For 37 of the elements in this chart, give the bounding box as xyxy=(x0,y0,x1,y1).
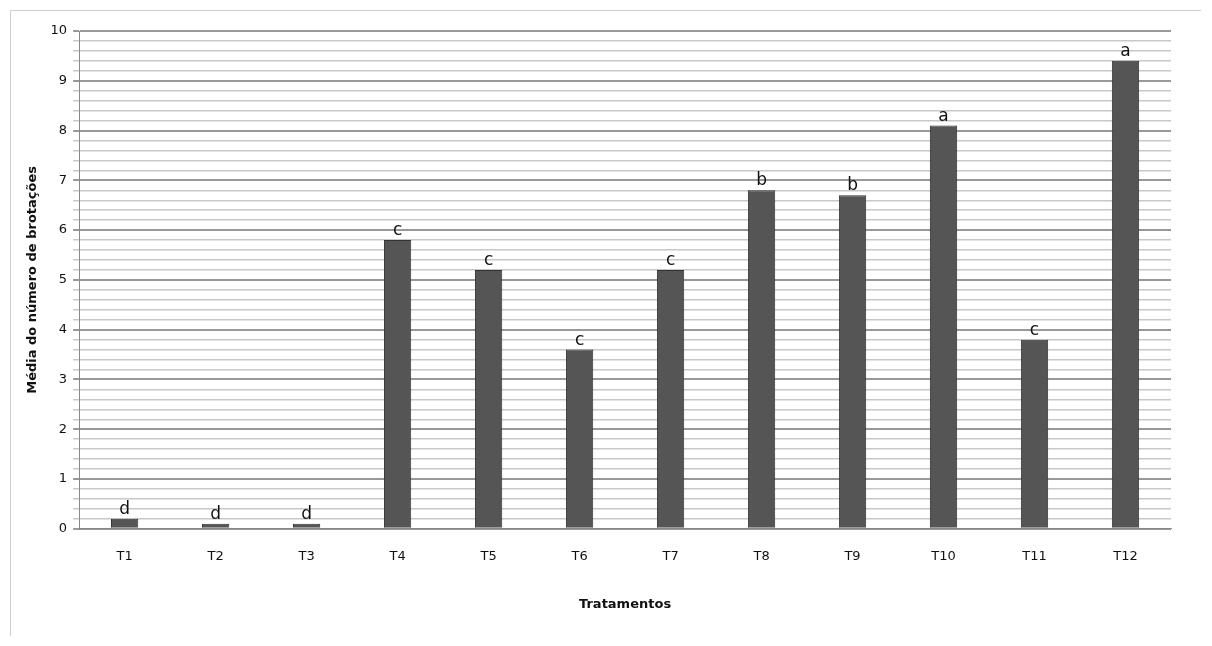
y-tick-label: 7 xyxy=(58,171,68,187)
annotation: c xyxy=(1029,318,1040,339)
x-tick-label: T3 xyxy=(297,547,315,563)
annotation: b xyxy=(756,169,767,190)
x-tick-label: T10 xyxy=(930,547,956,563)
annotation: a xyxy=(938,104,949,125)
y-tick-label: 0 xyxy=(58,520,68,536)
y-tick-label: 5 xyxy=(58,271,68,287)
x-tick-label: T4 xyxy=(388,547,406,563)
y-tick-label: 3 xyxy=(58,370,68,386)
x-tick-label: T7 xyxy=(661,547,679,563)
annotation: c xyxy=(665,248,676,269)
annotation: b xyxy=(847,174,858,195)
y-tick-label: 10 xyxy=(50,22,68,38)
x-tick-label: T1 xyxy=(115,547,133,563)
x-tick-label: T9 xyxy=(843,547,861,563)
y-tick-label: 6 xyxy=(58,221,68,237)
annotation: c xyxy=(483,248,494,269)
y-tick-label: 1 xyxy=(58,470,68,486)
y-tick-label: 2 xyxy=(58,420,68,436)
x-tick-label: T2 xyxy=(206,547,224,563)
x-tick-label: T6 xyxy=(570,547,588,563)
y-tick-label: 8 xyxy=(58,121,68,137)
x-tick-label: T5 xyxy=(479,547,497,563)
annotation: d xyxy=(119,497,131,518)
annotation: a xyxy=(1120,39,1131,60)
y-tick-label: 4 xyxy=(58,321,68,337)
annotation: d xyxy=(301,502,313,523)
annotation: d xyxy=(210,502,222,523)
x-axis-title: Tratamentos xyxy=(579,595,672,611)
y-tick-label: 9 xyxy=(58,72,68,88)
y-axis-title: Média do número de brotações xyxy=(24,165,40,394)
x-tick-label: T8 xyxy=(752,547,770,563)
annotation: c xyxy=(392,219,403,239)
x-tick-label: T12 xyxy=(1112,547,1138,563)
x-tick-label: T11 xyxy=(1021,547,1047,563)
annotation: c xyxy=(574,328,585,349)
